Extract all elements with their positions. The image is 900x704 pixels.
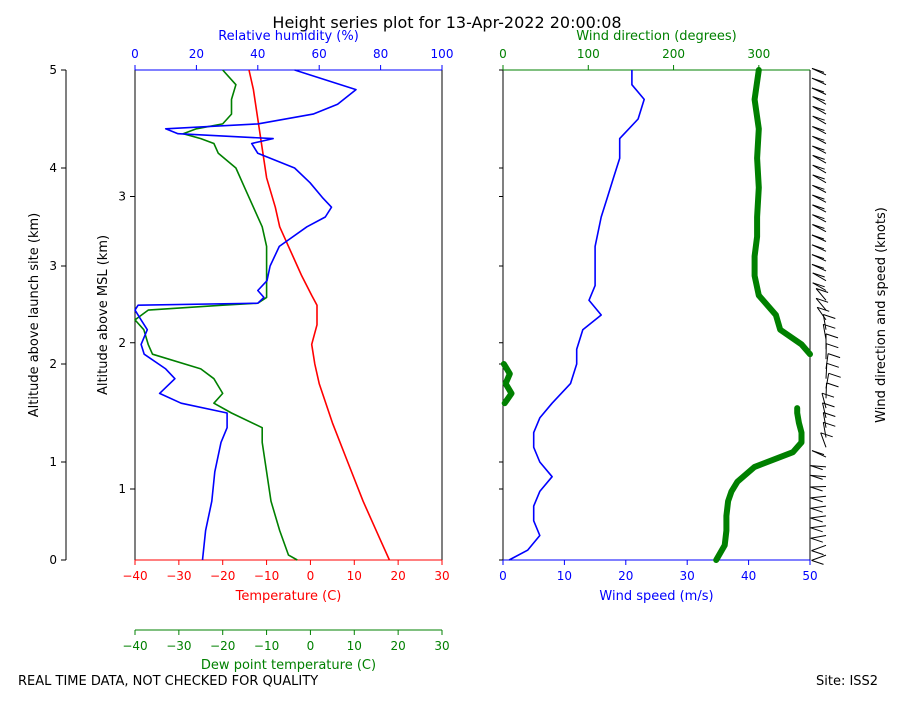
wind-barb bbox=[811, 496, 826, 498]
wind-speed-tick-label: 40 bbox=[741, 569, 756, 583]
wind-barb-flag bbox=[811, 508, 823, 512]
launch-altitude-tick-label: 2 bbox=[49, 357, 57, 371]
launch-altitude-tick-label: 1 bbox=[49, 455, 57, 469]
dewpoint-tick-label: −10 bbox=[254, 639, 279, 653]
wind-direction-line bbox=[716, 408, 801, 560]
msl-altitude-tick-label: 2 bbox=[118, 336, 126, 350]
dewpoint-tick-label: −40 bbox=[122, 639, 147, 653]
site-label: Site: ISS2 bbox=[816, 674, 878, 689]
wind-barb-flag bbox=[812, 255, 824, 259]
wind-barb-flag bbox=[812, 235, 824, 239]
wind-barb-flag bbox=[821, 433, 833, 437]
humidity-tick-label: 0 bbox=[131, 47, 139, 61]
wind-speed-tick-label: 20 bbox=[618, 569, 633, 583]
wind-barb-flag bbox=[812, 245, 824, 249]
wind-direction-tick-label: 200 bbox=[662, 47, 685, 61]
wind-barb-flag bbox=[829, 373, 841, 377]
wind-barb-flag bbox=[827, 363, 839, 367]
wind-barb-flag bbox=[812, 78, 824, 82]
wind-barb bbox=[811, 526, 826, 528]
wind-barb-flag bbox=[811, 538, 823, 542]
humidity-tick-label: 60 bbox=[312, 47, 327, 61]
wind-direction-line bbox=[755, 70, 810, 354]
wind-direction-tick-label: 0 bbox=[499, 47, 507, 61]
wind-barb-flag bbox=[811, 528, 823, 532]
launch-altitude-tick-label: 3 bbox=[49, 259, 57, 273]
wind-barb bbox=[812, 555, 827, 560]
wind-barb-flag bbox=[812, 560, 824, 564]
wind-barb-flag bbox=[826, 334, 838, 338]
wind-barb-flag bbox=[828, 354, 840, 358]
wind-barb bbox=[812, 545, 827, 550]
wind-direction-tick-label: 300 bbox=[747, 47, 770, 61]
wind-barb bbox=[822, 393, 826, 408]
thermo-panel-frame bbox=[135, 70, 442, 560]
wind-barb-flag bbox=[827, 383, 839, 387]
temperature-tick-label: −40 bbox=[122, 569, 147, 583]
wind-barb-flag bbox=[812, 264, 824, 268]
wind-barb bbox=[811, 516, 826, 518]
wind-direction-tick-label: 100 bbox=[577, 47, 600, 61]
wind-barb bbox=[811, 506, 826, 508]
dewpoint-tick-label: 0 bbox=[307, 639, 315, 653]
wind-barb bbox=[811, 536, 826, 539]
wind-speed-axis-label: Wind speed (m/s) bbox=[599, 589, 713, 604]
wind-barb bbox=[811, 487, 826, 488]
wind-barb-flag bbox=[812, 88, 824, 92]
wind-barb-flag bbox=[811, 518, 823, 522]
wind-barb-flag bbox=[812, 551, 824, 555]
dewpoint-axis-label: Dew point temperature (C) bbox=[201, 658, 376, 673]
dewpoint-tick-label: 20 bbox=[391, 639, 406, 653]
wind-direction-axis-label: Wind direction (degrees) bbox=[576, 29, 736, 44]
msl-altitude-axis-label: Altitude above MSL (km) bbox=[96, 235, 111, 395]
dewpoint-tick-label: −20 bbox=[210, 639, 235, 653]
quality-disclaimer: REAL TIME DATA, NOT CHECKED FOR QUALITY bbox=[18, 674, 318, 689]
wind-barb-flag bbox=[811, 498, 823, 502]
temperature-tick-label: −30 bbox=[166, 569, 191, 583]
dewpoint-tick-label: 10 bbox=[347, 639, 362, 653]
wind-speed-tick-label: 30 bbox=[680, 569, 695, 583]
msl-altitude-tick-label: 3 bbox=[118, 190, 126, 204]
wind-direction-line bbox=[504, 364, 512, 403]
launch-altitude-tick-label: 0 bbox=[49, 553, 57, 567]
temperature-tick-label: 30 bbox=[434, 569, 449, 583]
temperature-tick-label: −10 bbox=[254, 569, 279, 583]
humidity-tick-label: 20 bbox=[189, 47, 204, 61]
msl-altitude-tick-label: 1 bbox=[118, 482, 126, 496]
dewpoint-line bbox=[135, 70, 297, 560]
wind-barb-axis-label: Wind direction and speed (knots) bbox=[874, 207, 889, 423]
wind-speed-tick-label: 50 bbox=[802, 569, 817, 583]
launch-altitude-tick-label: 5 bbox=[49, 63, 57, 77]
launch-altitude-tick-label: 4 bbox=[49, 161, 57, 175]
dewpoint-tick-label: −30 bbox=[166, 639, 191, 653]
temperature-tick-label: 0 bbox=[307, 569, 315, 583]
wind-barb-flag bbox=[812, 451, 824, 455]
temperature-line bbox=[249, 70, 389, 560]
humidity-tick-label: 100 bbox=[431, 47, 454, 61]
wind-speed-tick-label: 10 bbox=[557, 569, 572, 583]
wind-barb-flag bbox=[822, 393, 834, 397]
temperature-tick-label: 20 bbox=[391, 569, 406, 583]
wind-barb-flag bbox=[826, 344, 838, 348]
temperature-tick-label: 10 bbox=[347, 569, 362, 583]
launch-altitude-axis-label: Altitude above launch site (km) bbox=[27, 213, 42, 417]
humidity-axis-label: Relative humidity (%) bbox=[218, 29, 359, 44]
temperature-tick-label: −20 bbox=[210, 569, 235, 583]
wind-speed-line bbox=[509, 70, 644, 560]
humidity-line bbox=[135, 70, 356, 560]
humidity-tick-label: 40 bbox=[250, 47, 265, 61]
wind-barb-flag bbox=[812, 68, 824, 72]
wind-barb-flag bbox=[811, 487, 823, 491]
humidity-tick-label: 80 bbox=[373, 47, 388, 61]
temperature-axis-label: Temperature (C) bbox=[235, 589, 342, 604]
wind-speed-tick-label: 0 bbox=[499, 569, 507, 583]
dewpoint-tick-label: 30 bbox=[434, 639, 449, 653]
